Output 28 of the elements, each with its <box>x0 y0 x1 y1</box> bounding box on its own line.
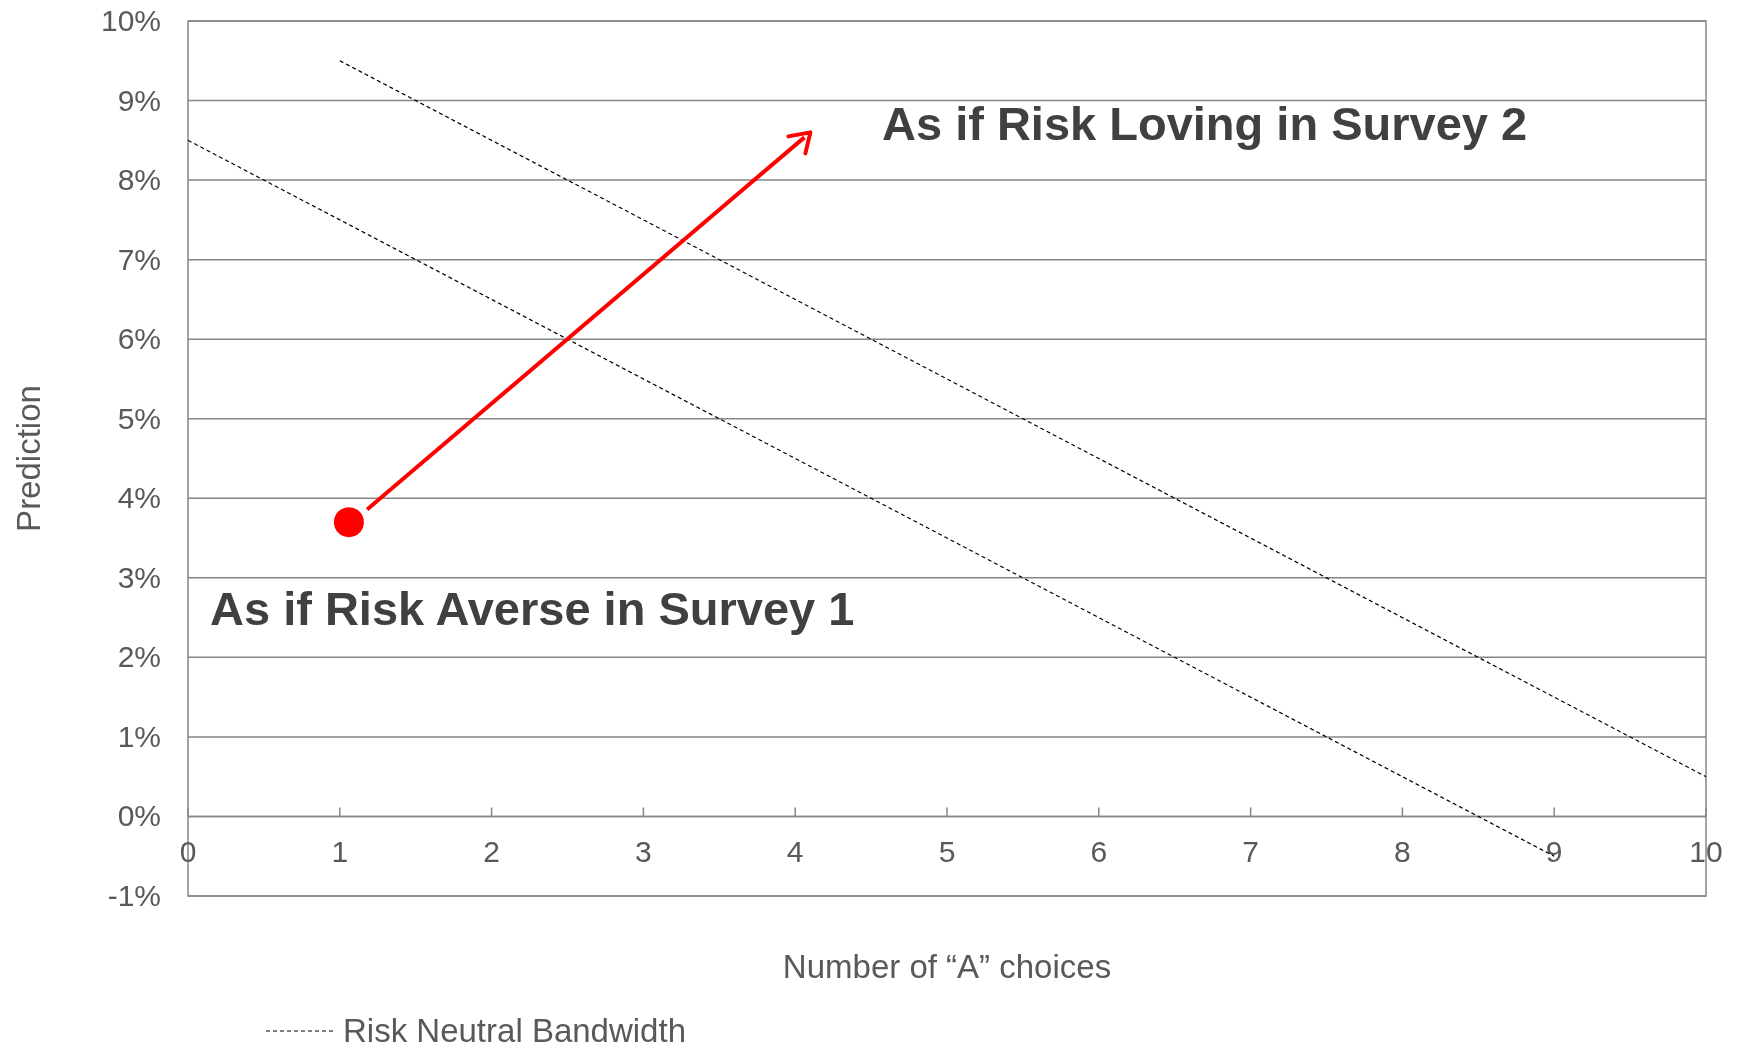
y-tick-label: 10% <box>100 4 161 37</box>
y-tick-label: 0% <box>117 799 161 833</box>
y-tick-label: 2% <box>117 640 161 674</box>
y-tick-label: 7% <box>117 242 161 276</box>
x-tick-label: 5 <box>938 835 956 869</box>
annotation: As if Risk Loving in Survey 2 <box>882 97 1528 150</box>
y-tick-label: -1% <box>107 879 161 912</box>
y-tick-label: 8% <box>117 163 161 197</box>
y-tick-label: 6% <box>117 322 161 356</box>
y-tick-label: 5% <box>117 401 161 435</box>
x-tick-label: 10 <box>1689 835 1723 869</box>
x-tick-label: 0 <box>179 835 197 869</box>
x-axis-title: Number of “A” choices <box>782 948 1112 985</box>
x-tick-label: 1 <box>331 835 349 869</box>
y-tick-label: 9% <box>117 83 161 117</box>
x-tick-label: 6 <box>1090 835 1108 869</box>
x-tick-label: 7 <box>1242 835 1259 869</box>
y-tick-label: 4% <box>117 481 161 515</box>
x-tick-label: 2 <box>483 835 500 869</box>
x-tick-label: 4 <box>786 835 804 869</box>
y-tick-label: 3% <box>117 560 161 594</box>
y-axis-title: Prediction <box>10 385 47 532</box>
annotation: As if Risk Averse in Survey 1 <box>210 582 855 635</box>
x-tick-label: 9 <box>1545 835 1563 869</box>
legend-label: Risk Neutral Bandwidth <box>343 1012 686 1049</box>
y-tick-label: 1% <box>117 719 161 753</box>
x-tick-label: 8 <box>1394 835 1411 869</box>
x-tick-label: 3 <box>635 835 652 869</box>
